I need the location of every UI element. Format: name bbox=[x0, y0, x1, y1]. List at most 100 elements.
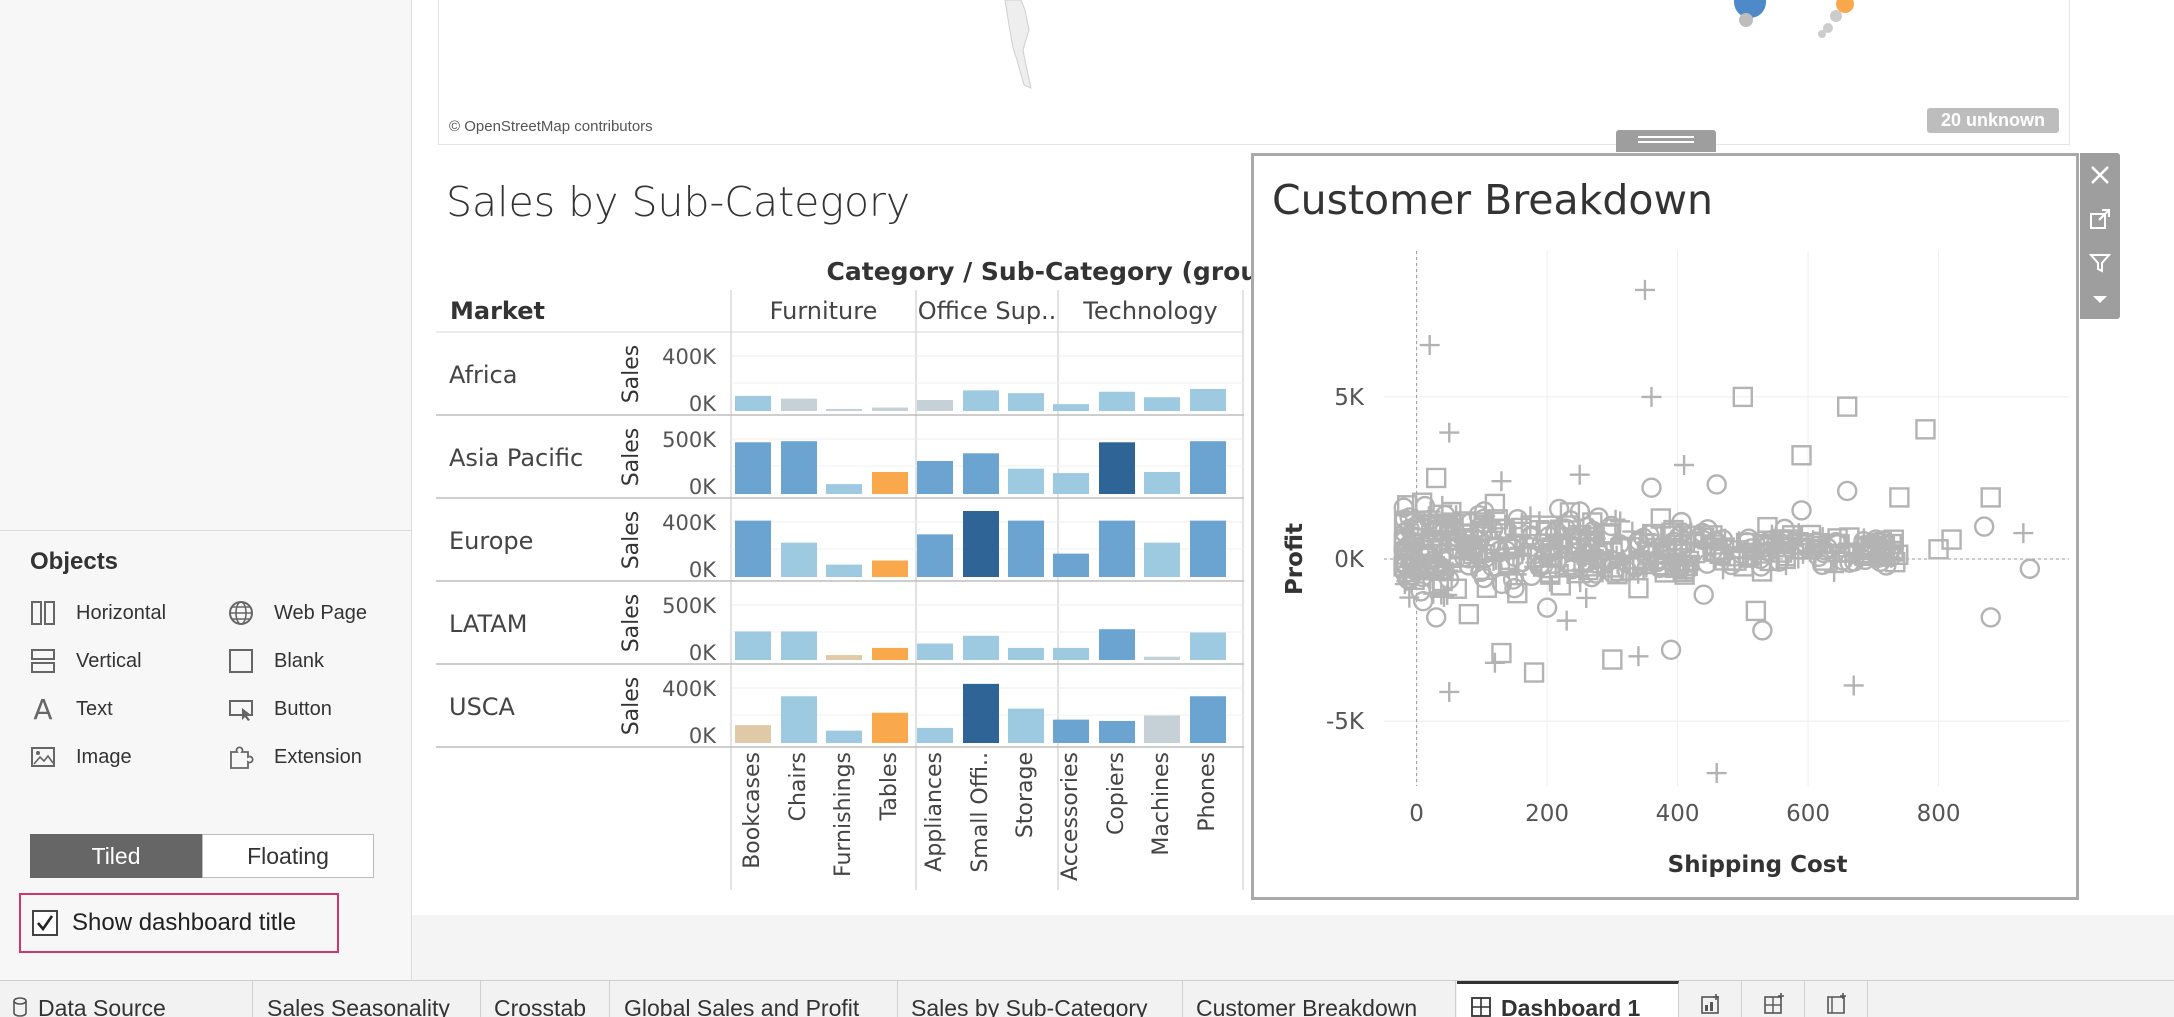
axis-tick-zero: 0K bbox=[689, 392, 717, 416]
scatter-cluster-point bbox=[1540, 571, 1561, 592]
scatter-cluster-point bbox=[1474, 501, 1495, 522]
bar-europe-furnishings bbox=[826, 564, 862, 577]
scatter-point bbox=[1523, 662, 1545, 683]
bar-latam-machines bbox=[1144, 656, 1180, 660]
object-label: Blank bbox=[274, 649, 325, 672]
scatter-point bbox=[1791, 500, 1812, 521]
scatter-cluster-point bbox=[1393, 544, 1415, 565]
market-label: Africa bbox=[449, 361, 517, 389]
bar-africa-bookcases bbox=[735, 395, 771, 411]
subcategory-label: Small Offi.. bbox=[968, 752, 993, 873]
floating-button[interactable]: Floating bbox=[202, 834, 374, 878]
map-attribution[interactable]: © OpenStreetMap contributors bbox=[449, 118, 653, 135]
new-worksheet-icon bbox=[1700, 994, 1719, 1014]
measure-label: Sales bbox=[619, 594, 644, 653]
scatter-point bbox=[1425, 607, 1447, 628]
bar-usca-bookcases bbox=[735, 725, 771, 743]
tab-crosstab[interactable]: Crosstab bbox=[482, 981, 610, 1017]
show-dashboard-title-checkbox[interactable]: Show dashboard title bbox=[19, 893, 339, 953]
tab-dashboard-1[interactable]: Dashboard 1 bbox=[1457, 981, 1679, 1017]
more-options-button[interactable] bbox=[2084, 283, 2116, 315]
move-handle[interactable] bbox=[1616, 130, 1716, 152]
scatter-cluster-point bbox=[1394, 509, 1415, 530]
bar-latam-furnishings bbox=[826, 655, 862, 660]
object-web-page[interactable]: Web Page bbox=[228, 600, 367, 626]
new-worksheet-button[interactable] bbox=[1680, 981, 1742, 1017]
bar-latam-phones bbox=[1190, 632, 1226, 660]
category-header: Office Sup.. bbox=[918, 297, 1057, 325]
customer-breakdown-sheet[interactable]: Customer Breakdown 0 200 400 600 800 5K 0K -5K P… bbox=[1251, 153, 2079, 900]
tiled-button[interactable]: Tiled bbox=[30, 834, 202, 878]
object-vertical[interactable]: Vertical bbox=[30, 648, 142, 674]
scatter-cluster-point bbox=[1420, 540, 1441, 561]
tab-sales-by-sub-category[interactable]: Sales by Sub-Category bbox=[899, 981, 1183, 1017]
axis-tick-top: 400K bbox=[662, 511, 717, 535]
scatter-point bbox=[1915, 419, 1936, 440]
scatter-cluster-point bbox=[1681, 522, 1702, 543]
extension-icon bbox=[230, 746, 254, 769]
scatter-point bbox=[1641, 386, 1662, 407]
market-label: LATAM bbox=[449, 610, 527, 638]
bar-africa-accessories bbox=[1053, 404, 1089, 411]
tab-customer-breakdown[interactable]: Customer Breakdown bbox=[1184, 981, 1456, 1017]
object-horizontal[interactable]: Horizontal bbox=[30, 600, 166, 626]
global-sales-map[interactable]: © OpenStreetMap contributors 20 unknown bbox=[438, 0, 2070, 145]
scatter-cluster-point bbox=[1400, 565, 1422, 586]
remove-from-dashboard-button[interactable] bbox=[2084, 159, 2116, 191]
object-label: Extension bbox=[274, 745, 362, 768]
object-image[interactable]: Image bbox=[30, 744, 132, 770]
scatter-cluster-point bbox=[1550, 575, 1571, 596]
scatter-cluster-point bbox=[1502, 569, 1524, 590]
bar-europe-copiers bbox=[1099, 520, 1135, 577]
object-label: Horizontal bbox=[76, 601, 167, 624]
measure-label: Sales bbox=[619, 345, 644, 404]
object-label: Image bbox=[76, 745, 132, 768]
scatter-cluster-point bbox=[1881, 547, 1902, 568]
new-story-button[interactable] bbox=[1806, 981, 1868, 1017]
scatter-point bbox=[1491, 471, 1512, 492]
object-blank[interactable]: Blank bbox=[228, 648, 324, 674]
category-header: Technology bbox=[1082, 297, 1217, 325]
bar-usca-accessories bbox=[1053, 719, 1089, 743]
checkbox-box[interactable] bbox=[32, 910, 58, 936]
scatter-cluster-point bbox=[1609, 534, 1630, 555]
market-label: Asia Pacific bbox=[449, 444, 583, 472]
scatter-point bbox=[1980, 607, 2001, 628]
tab-data-source[interactable]: Data Source bbox=[0, 981, 253, 1017]
bar-usca-storage bbox=[1008, 708, 1044, 743]
object-extension[interactable]: Extension bbox=[228, 744, 362, 770]
bar-africa-smalloffi bbox=[963, 390, 999, 411]
sales-by-subcategory-chart[interactable]: Category / Sub-Category (group) Market Fur… bbox=[436, 150, 1256, 890]
tab-sales-seasonality[interactable]: Sales Seasonality bbox=[254, 981, 481, 1017]
customer-breakdown-scatter[interactable]: 0 200 400 600 800 5K 0K -5K Profit Shipping Cost bbox=[1254, 156, 2076, 897]
tab-label: Sales Seasonality bbox=[267, 995, 450, 1017]
scatter-cluster-point bbox=[1768, 543, 1789, 564]
scatter-cluster-point bbox=[1439, 554, 1460, 575]
subcategory-label: Appliances bbox=[922, 752, 947, 872]
scatter-point bbox=[1660, 639, 1682, 661]
bar-asia-pacific-phones bbox=[1190, 441, 1226, 494]
scatter-point bbox=[2019, 558, 2041, 579]
use-as-filter-button[interactable] bbox=[2084, 247, 2116, 279]
scatter-cluster-point bbox=[1705, 541, 1726, 563]
scatter-cluster-point bbox=[1428, 573, 1450, 594]
new-dashboard-button[interactable] bbox=[1743, 981, 1805, 1017]
bar-latam-smalloffi bbox=[963, 635, 999, 660]
object-text[interactable]: A Text bbox=[30, 696, 112, 722]
scatter-cluster-point bbox=[1520, 526, 1542, 548]
bar-africa-copiers bbox=[1099, 391, 1135, 411]
scatter-cluster-point bbox=[1741, 538, 1762, 559]
tab-global-sales-and-profit[interactable]: Global Sales and Profit bbox=[611, 981, 898, 1017]
scatter-point bbox=[1752, 620, 1773, 641]
object-button[interactable]: Button bbox=[228, 696, 332, 722]
unknown-locations-badge[interactable]: 20 unknown bbox=[1926, 108, 2059, 133]
show-dashboard-title-label: Show dashboard title bbox=[72, 909, 297, 936]
scatter-point bbox=[1836, 480, 1858, 502]
scatter-point bbox=[1843, 675, 1864, 696]
tab-label: Crosstab bbox=[494, 995, 587, 1017]
sales-chart-title: Sales by Sub-Category bbox=[446, 178, 911, 226]
axis-tick-zero: 0K bbox=[689, 724, 717, 748]
axis-tick-zero: 0K bbox=[689, 475, 717, 499]
scatter-cluster-point bbox=[1399, 518, 1420, 540]
go-to-sheet-button[interactable] bbox=[2084, 203, 2116, 235]
